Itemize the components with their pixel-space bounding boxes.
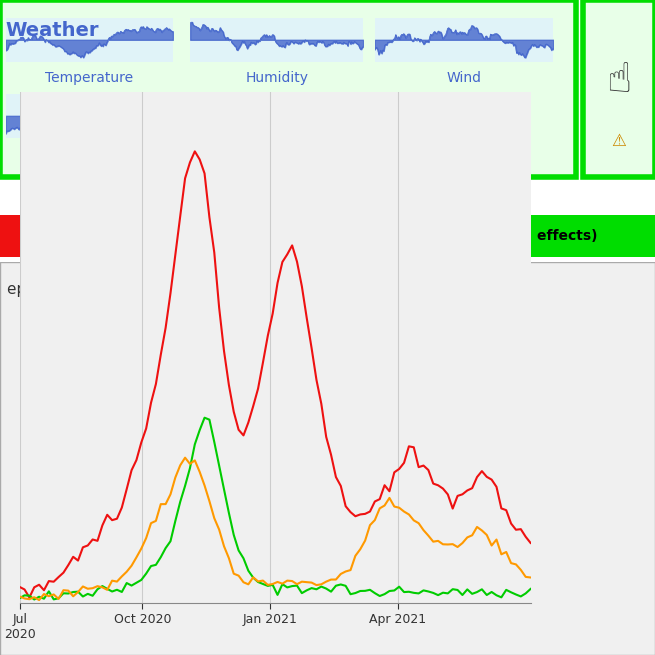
Bar: [190, 94, 363, 138]
Text: ⚠: ⚠: [612, 132, 626, 151]
Text: augmented model (with effects): augmented model (with effects): [345, 229, 598, 243]
Bar: [295, 215, 655, 257]
Text: Precipitation: Precipitation: [233, 147, 320, 160]
Text: Wind: Wind: [447, 71, 481, 84]
Bar: [190, 18, 363, 62]
Text: null model (without effects): null model (without effects): [35, 229, 253, 243]
Text: Weather: Weather: [6, 21, 100, 40]
Text: Cloudiness: Cloudiness: [52, 147, 127, 160]
Text: epidemiological curve: epidemiological curve: [7, 282, 176, 297]
Bar: [6, 94, 173, 138]
Bar: [6, 18, 173, 62]
Bar: [0, 215, 288, 257]
Bar: [375, 18, 553, 62]
Text: ☝: ☝: [607, 58, 631, 101]
Text: Humidity: Humidity: [245, 71, 308, 84]
Text: Temperature: Temperature: [45, 71, 134, 84]
